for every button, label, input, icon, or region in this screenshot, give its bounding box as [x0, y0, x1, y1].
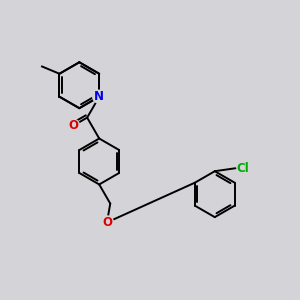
- Circle shape: [100, 216, 113, 229]
- Text: O: O: [68, 119, 78, 132]
- Text: Cl: Cl: [237, 162, 250, 175]
- Text: O: O: [102, 216, 112, 229]
- Circle shape: [67, 119, 80, 132]
- Circle shape: [93, 90, 106, 103]
- Text: N: N: [94, 90, 104, 103]
